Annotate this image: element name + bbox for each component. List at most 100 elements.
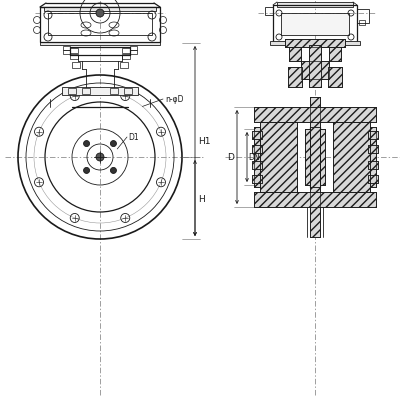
Bar — [359, 21, 365, 26]
Bar — [273, 6, 357, 43]
Text: H: H — [198, 194, 205, 203]
Bar — [329, 48, 341, 62]
Bar — [130, 47, 137, 51]
Bar — [260, 123, 297, 192]
Bar — [62, 88, 138, 96]
Bar — [254, 128, 260, 188]
Bar — [252, 132, 262, 140]
Bar — [254, 128, 260, 188]
Text: D1: D1 — [128, 133, 139, 142]
Bar — [130, 51, 137, 55]
Bar — [72, 63, 80, 69]
Circle shape — [84, 141, 90, 147]
Bar — [368, 175, 378, 183]
Text: n-φD: n-φD — [165, 95, 184, 104]
Bar — [368, 162, 378, 170]
Bar — [254, 108, 376, 123]
Bar — [70, 49, 78, 54]
Bar — [368, 132, 378, 140]
Bar — [310, 98, 320, 237]
Bar — [252, 146, 262, 153]
Bar — [305, 130, 310, 185]
Bar — [357, 10, 369, 24]
Bar — [252, 132, 262, 140]
Bar — [252, 162, 262, 170]
Bar — [277, 3, 353, 8]
Bar — [260, 123, 297, 192]
Bar — [320, 130, 325, 185]
Bar — [120, 63, 128, 69]
Bar — [63, 51, 70, 55]
Bar — [370, 128, 376, 188]
Bar — [370, 128, 376, 188]
Bar — [309, 46, 321, 88]
Bar — [254, 192, 376, 207]
Bar — [305, 130, 310, 185]
Bar — [124, 89, 132, 95]
Bar — [254, 108, 376, 123]
Bar — [305, 130, 310, 185]
Bar — [110, 89, 118, 95]
Bar — [310, 98, 320, 237]
Bar — [254, 108, 376, 123]
Bar — [252, 175, 262, 183]
Bar — [63, 47, 70, 51]
Bar — [254, 192, 376, 207]
Bar — [285, 40, 345, 48]
Text: DN: DN — [248, 153, 260, 162]
Text: D: D — [227, 153, 234, 162]
Bar — [301, 62, 329, 80]
Bar — [44, 8, 156, 12]
Bar — [301, 62, 329, 80]
Bar — [252, 162, 262, 170]
Bar — [370, 128, 376, 188]
Bar — [288, 68, 302, 88]
Bar — [320, 130, 325, 185]
Bar — [252, 146, 262, 153]
Bar — [68, 89, 76, 95]
Bar — [328, 68, 342, 88]
Circle shape — [96, 10, 104, 18]
Bar — [289, 48, 301, 62]
Bar — [82, 89, 90, 95]
Bar — [301, 62, 329, 80]
Bar — [333, 123, 370, 192]
Bar — [289, 48, 301, 62]
Bar — [254, 128, 260, 188]
Bar — [48, 14, 152, 36]
Circle shape — [96, 153, 104, 162]
Bar — [368, 146, 378, 153]
Text: H1: H1 — [198, 137, 210, 146]
Circle shape — [110, 168, 116, 174]
Bar — [289, 48, 301, 62]
Bar — [329, 48, 341, 62]
Bar — [281, 14, 349, 36]
Bar — [70, 55, 78, 60]
Bar — [265, 8, 273, 16]
Bar — [252, 175, 262, 183]
Bar — [254, 192, 376, 207]
Bar — [329, 48, 341, 62]
Bar — [310, 128, 320, 188]
Circle shape — [110, 141, 116, 147]
Bar — [368, 162, 378, 170]
Bar — [368, 132, 378, 140]
Bar — [368, 146, 378, 153]
Bar — [309, 46, 321, 88]
Bar — [260, 123, 297, 192]
Bar — [320, 130, 325, 185]
Bar — [310, 128, 320, 188]
Bar — [368, 175, 378, 183]
Bar — [122, 55, 130, 60]
Bar — [310, 128, 320, 188]
Bar — [270, 42, 360, 46]
Circle shape — [84, 168, 90, 174]
Bar — [333, 123, 370, 192]
Bar — [328, 68, 342, 88]
Bar — [285, 40, 345, 48]
Bar — [285, 40, 345, 48]
Bar — [40, 8, 160, 43]
Bar — [288, 68, 302, 88]
Bar — [122, 49, 130, 54]
Bar — [40, 43, 160, 46]
